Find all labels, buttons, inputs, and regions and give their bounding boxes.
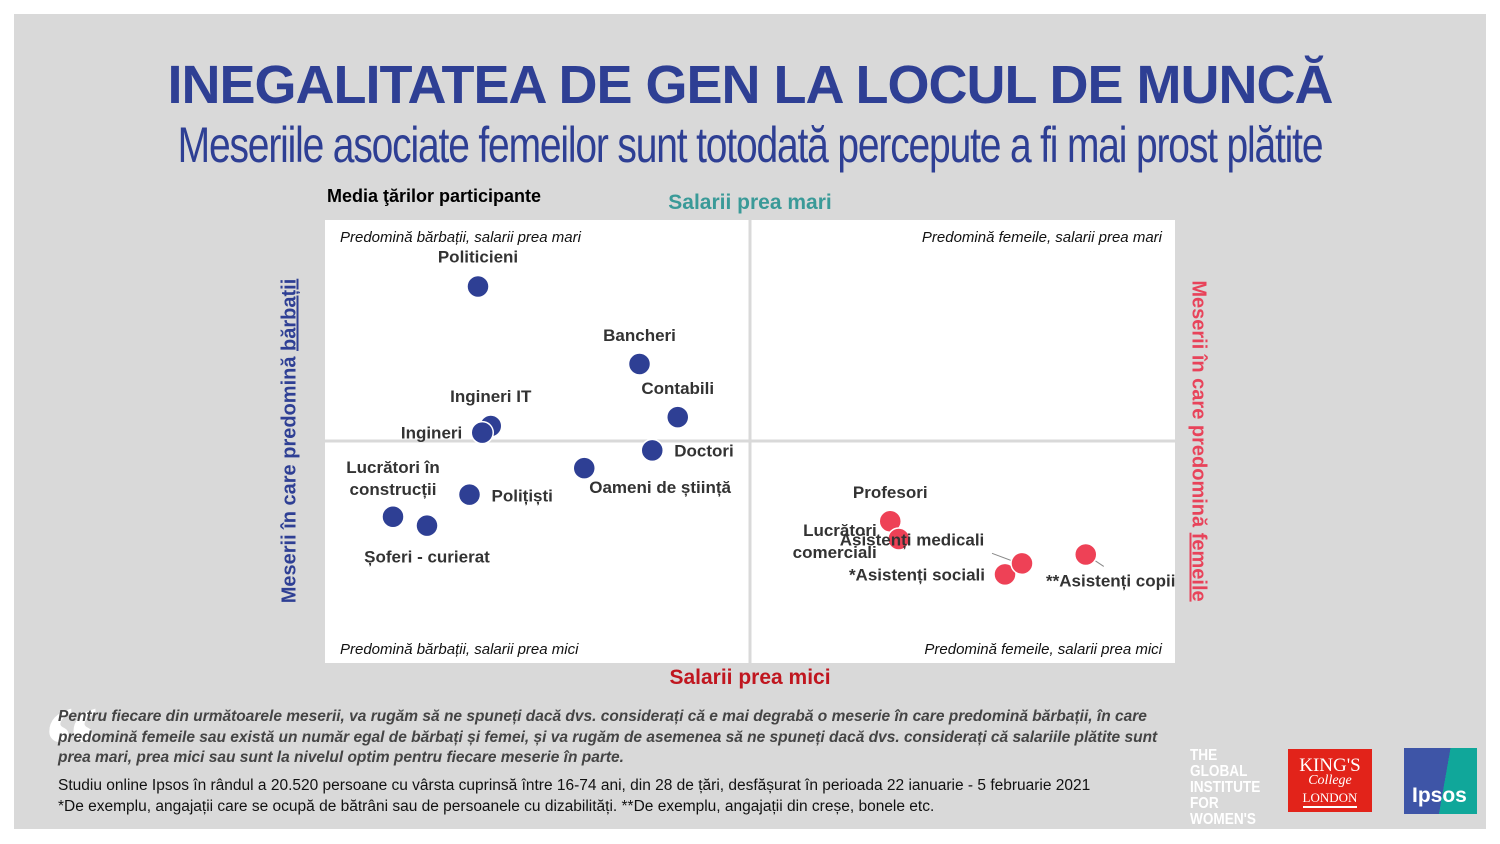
point-label: Profesori: [853, 483, 928, 502]
footnotes: *De exemplu, angajații care se ocupă de …: [58, 798, 935, 815]
ipsos-logo: Ipsos: [1404, 748, 1477, 814]
point-label: Bancheri: [603, 326, 676, 345]
data-point: [466, 274, 490, 299]
global-institute-logo: THE GLOBAL INSTITUTE FOR WOMEN'S LEADERS…: [1190, 747, 1278, 844]
chart-title: Media ţărilor participante: [327, 186, 542, 206]
quadrant-label-bottom-right: Predomină femeile, salarii prea mici: [924, 641, 1162, 658]
survey-question: Pentru fiecare din următoarele meserii, …: [58, 708, 1158, 766]
point-label: Politicieni: [438, 247, 518, 266]
data-point: [457, 482, 482, 507]
point-label: Oameni de știință: [589, 478, 731, 497]
data-point: [381, 505, 405, 529]
axis-label-bottom: Salarii prea mici: [669, 666, 831, 689]
point-label: Ingineri: [401, 424, 462, 443]
data-point: [887, 527, 911, 551]
data-point: [627, 352, 652, 376]
page-subtitle: Meseriile asociate femeilor sunt totodat…: [177, 117, 1324, 173]
data-point: [415, 513, 439, 538]
point-label: Asistenți medicali: [840, 530, 985, 549]
quote-mark-icon: “: [44, 684, 99, 806]
point-label: Doctori: [674, 441, 734, 460]
point-label: Lucrători comerciali: [793, 521, 877, 562]
data-point: [1010, 551, 1034, 576]
data-point: [640, 438, 664, 463]
data-point: [993, 562, 1017, 587]
point-label: Ingineri IT: [450, 387, 532, 406]
point-label: **Asistenți copii: [1046, 571, 1175, 590]
data-points: Politicieni Bancheri Contabili Ingineri IT I…: [346, 247, 1175, 590]
data-point: [666, 405, 690, 429]
point-label: Lucrători în construcții: [346, 458, 440, 499]
point-label: Contabili: [641, 379, 714, 398]
point-label: Polițiști: [492, 487, 553, 506]
data-point: [470, 420, 494, 445]
point-label: *Asistenți sociali: [849, 565, 985, 584]
point-label: Șoferi - curierat: [364, 548, 490, 567]
axis-label-top: Salarii prea mari: [668, 191, 832, 214]
data-point: [572, 456, 596, 480]
kings-college-logo: KING'S College LONDON: [1288, 749, 1372, 812]
study-note: Studiu online Ipsos în rândul a 20.520 p…: [58, 777, 1091, 794]
quadrant-label-top-right: Predomină femeile, salarii prea mari: [922, 229, 1163, 246]
quadrant-label-bottom-left: Predomină bărbații, salarii prea mici: [340, 641, 579, 658]
page-title: INEGALITATEA DE GEN LA LOCUL DE MUNCĂ: [167, 55, 1334, 115]
data-point: [1074, 542, 1098, 567]
quadrant-label-top-left: Predomină bărbații, salarii prea mari: [340, 229, 582, 246]
